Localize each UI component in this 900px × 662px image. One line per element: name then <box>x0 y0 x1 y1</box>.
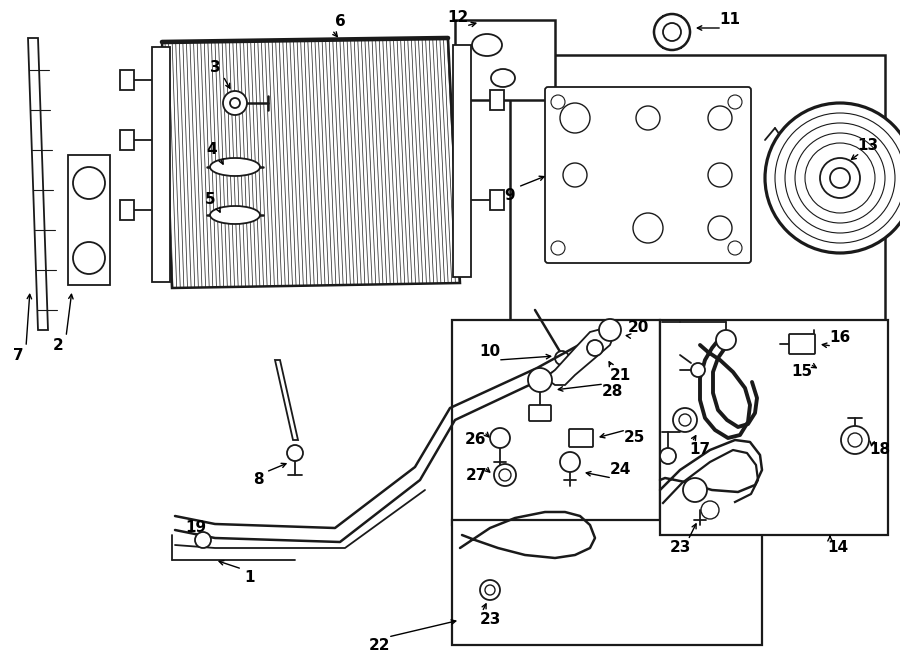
Bar <box>68 155 110 285</box>
Circle shape <box>728 241 742 255</box>
Polygon shape <box>162 38 460 288</box>
Circle shape <box>528 368 552 392</box>
Text: 19: 19 <box>185 520 207 536</box>
Circle shape <box>679 414 691 426</box>
Bar <box>452 520 762 645</box>
Text: 14: 14 <box>827 540 849 555</box>
Circle shape <box>708 106 732 130</box>
Text: 21: 21 <box>609 367 631 383</box>
Bar <box>660 320 888 535</box>
Text: 22: 22 <box>369 638 391 653</box>
Circle shape <box>660 448 676 464</box>
Ellipse shape <box>472 34 502 56</box>
Bar <box>152 47 170 282</box>
Circle shape <box>636 106 660 130</box>
Ellipse shape <box>491 69 515 87</box>
Bar <box>490 90 504 110</box>
Text: 6: 6 <box>335 15 346 30</box>
Circle shape <box>73 242 105 274</box>
Text: 25: 25 <box>624 430 644 446</box>
Circle shape <box>494 464 516 486</box>
Bar <box>490 190 504 210</box>
Text: 27: 27 <box>465 467 487 483</box>
Circle shape <box>820 158 860 198</box>
Circle shape <box>701 501 719 519</box>
Bar <box>120 130 134 150</box>
Text: 5: 5 <box>204 193 215 207</box>
Text: 10: 10 <box>480 344 500 359</box>
Ellipse shape <box>210 158 260 176</box>
Circle shape <box>683 478 707 502</box>
Text: 26: 26 <box>465 432 487 448</box>
Circle shape <box>654 14 690 50</box>
Text: 11: 11 <box>719 13 741 28</box>
Text: 17: 17 <box>689 442 711 457</box>
Text: 3: 3 <box>210 60 220 75</box>
Circle shape <box>563 163 587 187</box>
Text: 1: 1 <box>245 569 256 585</box>
Text: 8: 8 <box>253 473 264 487</box>
Circle shape <box>499 469 511 481</box>
Circle shape <box>663 23 681 41</box>
Text: 16: 16 <box>830 330 850 346</box>
Circle shape <box>841 426 869 454</box>
Bar <box>120 200 134 220</box>
FancyBboxPatch shape <box>789 334 815 354</box>
Circle shape <box>555 351 569 365</box>
Bar <box>510 55 885 325</box>
Circle shape <box>830 168 850 188</box>
Ellipse shape <box>210 206 260 224</box>
Text: 2: 2 <box>52 338 63 352</box>
Circle shape <box>480 580 500 600</box>
Circle shape <box>633 213 663 243</box>
Circle shape <box>287 445 303 461</box>
Text: 12: 12 <box>447 11 469 26</box>
Circle shape <box>551 95 565 109</box>
Bar <box>120 70 134 90</box>
Circle shape <box>73 167 105 199</box>
Circle shape <box>708 163 732 187</box>
Text: 20: 20 <box>627 320 649 336</box>
Text: 23: 23 <box>480 612 500 628</box>
Circle shape <box>560 103 590 133</box>
Bar <box>455 20 555 100</box>
Circle shape <box>599 319 621 341</box>
Text: 28: 28 <box>601 385 623 399</box>
Circle shape <box>673 408 697 432</box>
Circle shape <box>195 532 211 548</box>
Text: 7: 7 <box>13 348 23 363</box>
Polygon shape <box>275 360 298 440</box>
Circle shape <box>490 428 510 448</box>
FancyBboxPatch shape <box>545 87 751 263</box>
Text: 24: 24 <box>609 463 631 477</box>
Bar <box>453 45 471 277</box>
Circle shape <box>587 340 603 356</box>
Circle shape <box>848 433 862 447</box>
Circle shape <box>716 330 736 350</box>
Text: 18: 18 <box>869 442 891 457</box>
Circle shape <box>551 241 565 255</box>
Circle shape <box>691 363 705 377</box>
Circle shape <box>728 95 742 109</box>
Polygon shape <box>28 38 48 330</box>
Text: 13: 13 <box>858 138 878 152</box>
Circle shape <box>223 91 247 115</box>
Bar <box>452 320 660 525</box>
Circle shape <box>230 98 240 108</box>
Circle shape <box>765 103 900 253</box>
Polygon shape <box>545 328 615 385</box>
Text: 15: 15 <box>791 365 813 379</box>
Text: 23: 23 <box>670 540 690 555</box>
Circle shape <box>485 585 495 595</box>
Circle shape <box>708 216 732 240</box>
Text: 4: 4 <box>207 142 217 158</box>
Text: 9: 9 <box>505 187 516 203</box>
Circle shape <box>560 452 580 472</box>
FancyBboxPatch shape <box>529 405 551 421</box>
FancyBboxPatch shape <box>569 429 593 447</box>
